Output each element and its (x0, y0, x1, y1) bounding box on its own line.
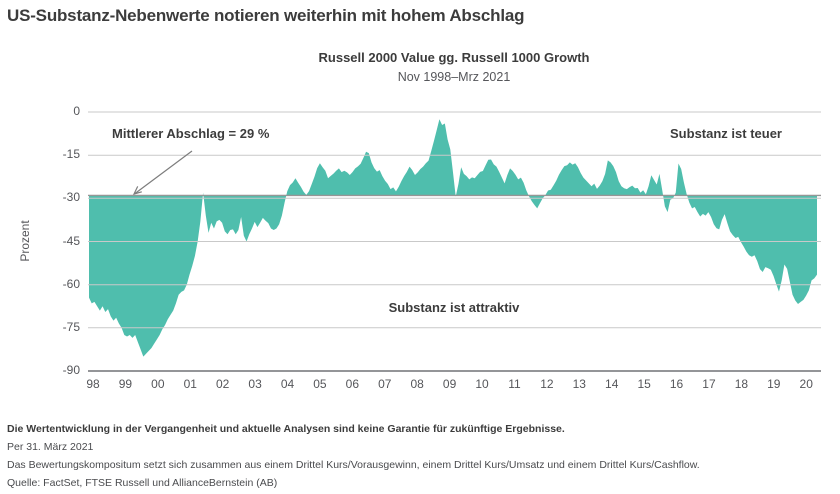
x-tick-label: 99 (118, 377, 133, 391)
y-tick-label: -30 (62, 190, 80, 205)
x-tick-label: 12 (540, 377, 554, 391)
footnote-methodology: Das Bewertungskompositum setzt sich zusa… (7, 459, 700, 471)
x-tick-label: 08 (410, 377, 424, 391)
x-tick-label: 20 (799, 377, 813, 391)
y-tick-label: 0 (73, 104, 80, 118)
x-tick-label: 17 (702, 377, 716, 391)
x-tick-label: 03 (248, 377, 262, 391)
x-tick-label: 10 (475, 377, 489, 391)
x-tick-label: 00 (151, 377, 165, 391)
x-tick-label: 11 (508, 377, 521, 391)
y-tick-label: -60 (62, 276, 80, 291)
y-tick-label: -90 (62, 363, 80, 377)
footnote-source: Quelle: FactSet, FTSE Russell und Allian… (7, 477, 278, 489)
x-tick-label: 98 (86, 377, 100, 391)
x-tick-label: 14 (605, 377, 619, 391)
region-label-expensive: Substanz ist teuer (670, 126, 782, 141)
x-tick-label: 15 (637, 377, 651, 391)
x-tick-label: 09 (442, 377, 457, 391)
x-tick-label: 16 (669, 377, 684, 391)
x-tick-label: 05 (313, 377, 327, 391)
gridlines (88, 111, 821, 372)
chart-subtitle: Russell 2000 Value gg. Russell 1000 Grow… (318, 50, 590, 65)
x-tick-label: 02 (215, 377, 230, 391)
y-tick-label: -75 (62, 319, 80, 334)
page-title: US-Substanz-Nebenwerte notieren weiterhi… (7, 6, 525, 25)
footnote-as-of-date: Per 31. März 2021 (7, 441, 94, 453)
x-tick-label: 18 (734, 377, 749, 391)
footnote-disclaimer: Die Wertentwicklung in der Vergangenheit… (7, 423, 565, 435)
x-tick-label: 19 (767, 377, 781, 391)
mean-discount-annotation: Mittlerer Abschlag = 29 % (112, 126, 270, 141)
x-tick-label: 04 (280, 377, 295, 391)
y-tick-label: -15 (62, 147, 80, 162)
region-label-attractive: Substanz ist attraktiv (388, 300, 520, 315)
x-tick-label: 13 (572, 377, 586, 391)
x-tick-label: 06 (345, 377, 360, 391)
y-tick-label: -45 (62, 233, 80, 248)
x-tick-label: 07 (378, 377, 392, 391)
chart-period: Nov 1998–Mrz 2021 (397, 70, 511, 84)
annotation-arrow-icon (132, 150, 193, 195)
x-tick-label: 01 (183, 377, 197, 391)
